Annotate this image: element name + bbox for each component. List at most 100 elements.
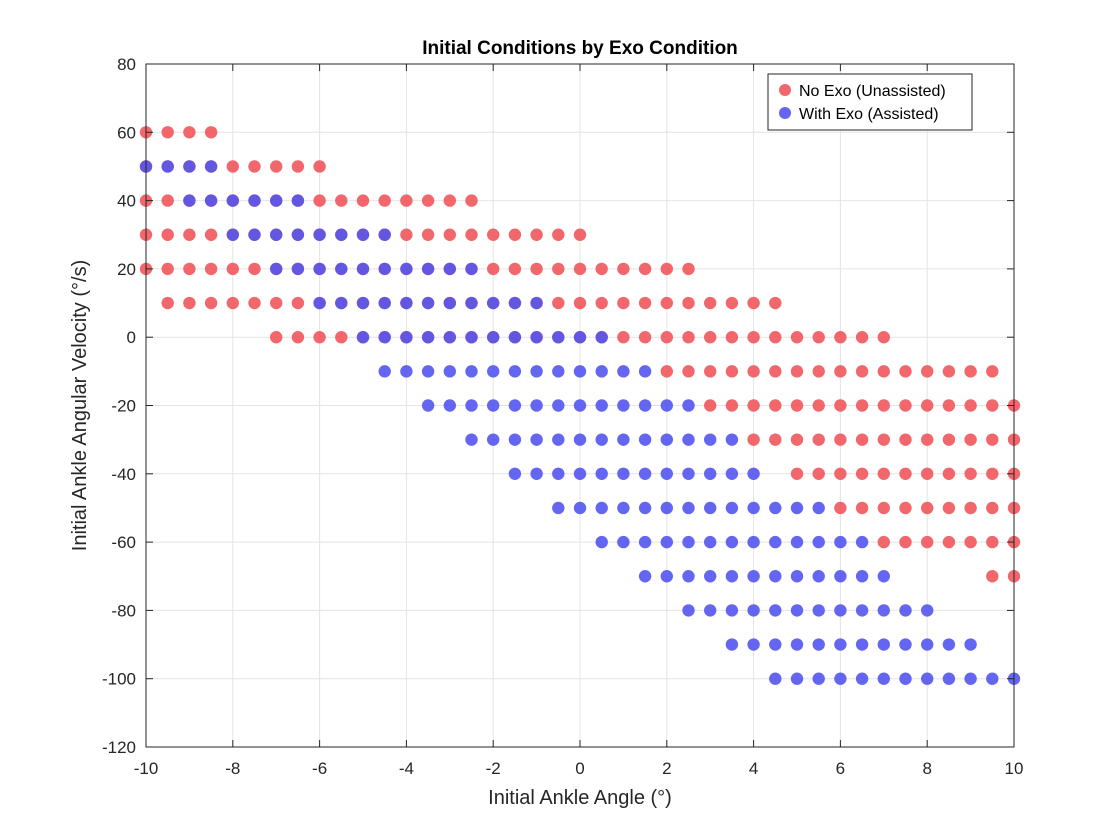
data-point — [769, 604, 782, 617]
data-point — [183, 296, 196, 310]
data-point — [834, 638, 847, 651]
data-point — [530, 262, 543, 276]
data-point — [855, 399, 869, 412]
data-point — [704, 501, 717, 515]
data-point — [986, 570, 999, 583]
data-point — [747, 535, 760, 549]
legend-marker-with-exo — [779, 107, 791, 119]
data-point — [487, 296, 500, 310]
data-point — [877, 365, 890, 378]
data-point — [508, 331, 522, 344]
data-point — [161, 126, 174, 139]
data-point — [487, 262, 500, 276]
chart-title: Initial Conditions by Exo Condition — [422, 38, 738, 59]
data-point — [617, 501, 630, 515]
data-point — [183, 262, 196, 276]
data-point — [899, 604, 912, 617]
data-point — [682, 296, 695, 310]
data-point — [877, 672, 890, 685]
data-point — [204, 160, 218, 173]
data-point — [899, 433, 912, 446]
data-point — [704, 296, 717, 310]
data-point — [660, 535, 673, 549]
data-point — [855, 501, 869, 515]
y-tick-label: -120 — [102, 738, 136, 757]
legend: No Exo (Unassisted) With Exo (Assisted) — [767, 73, 973, 131]
data-point — [964, 535, 977, 549]
data-point — [812, 433, 825, 446]
data-point — [834, 501, 847, 515]
data-point — [964, 672, 977, 685]
data-point — [725, 467, 739, 480]
data-point — [769, 638, 782, 651]
data-point — [248, 160, 261, 173]
data-point — [291, 262, 305, 276]
data-point — [161, 160, 174, 173]
x-tick-label: 8 — [922, 759, 931, 778]
data-point — [443, 399, 456, 412]
data-point — [877, 604, 890, 617]
data-point — [964, 638, 977, 651]
data-point — [248, 228, 261, 241]
data-point — [530, 331, 543, 344]
data-point — [986, 433, 999, 446]
data-point — [855, 467, 869, 480]
data-point — [421, 365, 435, 378]
data-point — [183, 160, 196, 173]
data-point — [964, 399, 977, 412]
legend-marker-no-exo — [779, 84, 791, 96]
data-point — [291, 160, 305, 173]
data-point — [443, 331, 456, 344]
data-point — [747, 501, 760, 515]
data-point — [855, 331, 869, 344]
data-point — [964, 365, 977, 378]
data-point — [769, 570, 782, 583]
data-point — [747, 331, 760, 344]
data-point — [638, 570, 652, 583]
data-point — [508, 228, 522, 241]
data-point — [725, 399, 739, 412]
data-point — [638, 296, 652, 310]
data-point — [790, 331, 804, 344]
data-point — [790, 535, 804, 549]
data-point — [704, 467, 717, 480]
data-point — [400, 228, 413, 241]
data-point — [443, 194, 456, 207]
axis-ticks: -10 -8 -6 -4 -2 0 2 4 6 8 10-120-100-80-60-40-2002… — [102, 55, 1023, 778]
data-point — [704, 604, 717, 617]
data-point — [682, 331, 695, 344]
data-point — [335, 194, 348, 207]
data-point — [508, 399, 522, 412]
data-point — [335, 228, 348, 241]
data-point — [573, 262, 587, 276]
data-point — [400, 194, 413, 207]
data-point — [790, 638, 804, 651]
data-point — [812, 331, 825, 344]
data-point — [660, 262, 673, 276]
data-point — [986, 535, 999, 549]
data-point — [855, 604, 869, 617]
data-point — [921, 535, 934, 549]
data-point — [855, 433, 869, 446]
data-point — [204, 296, 218, 310]
data-point — [595, 365, 608, 378]
data-point — [552, 467, 565, 480]
legend-label-no-exo: No Exo (Unassisted) — [799, 83, 946, 100]
data-point — [834, 570, 847, 583]
data-point — [443, 365, 456, 378]
y-tick-label: -100 — [102, 670, 136, 689]
data-point — [421, 296, 435, 310]
data-point — [204, 126, 218, 139]
data-point — [747, 467, 760, 480]
data-point — [204, 262, 218, 276]
data-point — [465, 399, 478, 412]
data-point — [595, 262, 608, 276]
data-point — [313, 331, 326, 344]
x-tick-label: 0 — [575, 759, 584, 778]
data-point — [855, 365, 869, 378]
x-tick-label: -8 — [225, 759, 240, 778]
data-point — [400, 331, 413, 344]
data-point — [378, 262, 391, 276]
data-point — [747, 296, 760, 310]
data-point — [617, 535, 630, 549]
